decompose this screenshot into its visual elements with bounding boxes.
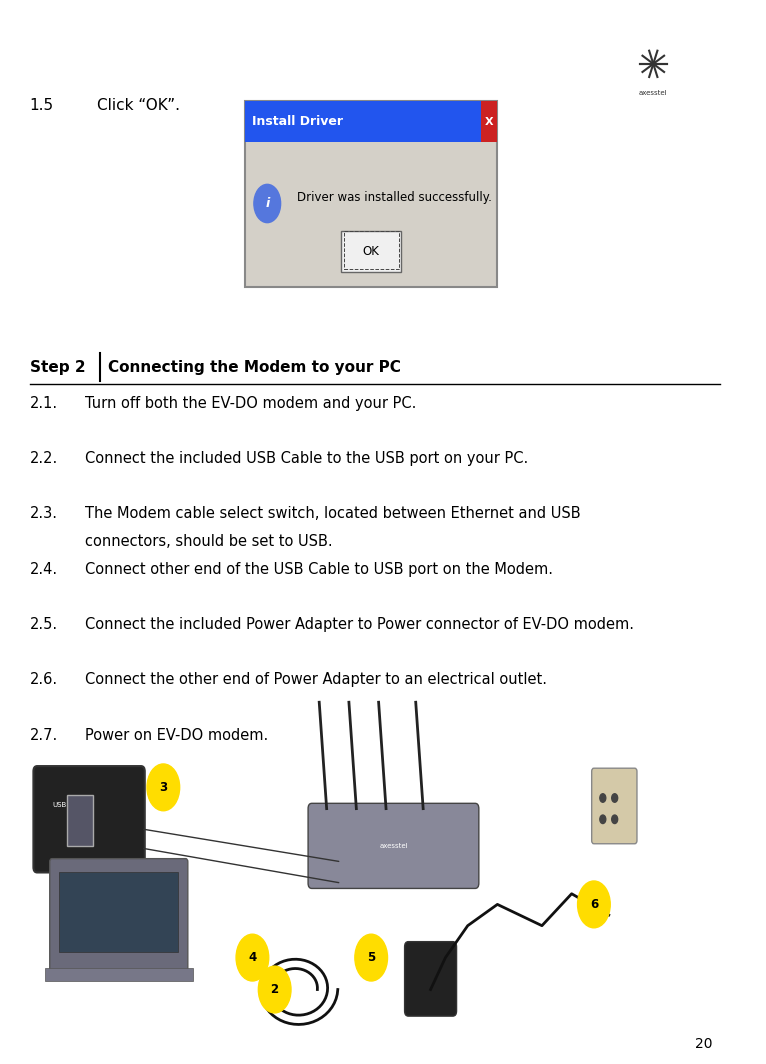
Text: 2: 2 [270,983,279,996]
Text: 3: 3 [159,781,168,794]
FancyBboxPatch shape [404,942,457,1016]
Text: Connect other end of the USB Cable to USB port on the Modem.: Connect other end of the USB Cable to US… [85,562,553,577]
FancyBboxPatch shape [34,766,145,872]
Text: Turn off both the EV-DO modem and your PC.: Turn off both the EV-DO modem and your P… [85,396,417,411]
FancyBboxPatch shape [60,872,178,952]
Text: The Modem cable select switch, located between Ethernet and USB: The Modem cable select switch, located b… [85,506,581,521]
Text: Driver was installed successfully.: Driver was installed successfully. [297,192,492,204]
Circle shape [600,815,606,824]
Circle shape [254,184,280,222]
Text: connectors, should be set to USB.: connectors, should be set to USB. [85,534,333,549]
Circle shape [600,794,606,802]
Text: 5: 5 [367,951,375,964]
FancyBboxPatch shape [50,859,188,971]
FancyBboxPatch shape [245,101,497,287]
Text: 2.3.: 2.3. [30,506,57,521]
Text: 20: 20 [696,1037,712,1051]
Circle shape [236,934,269,981]
Text: axesstel: axesstel [379,843,408,849]
Text: 2.7.: 2.7. [30,728,58,743]
Text: axesstel: axesstel [639,90,668,97]
Circle shape [612,794,617,802]
Text: Step 2: Step 2 [30,360,85,375]
FancyBboxPatch shape [245,101,497,143]
Text: Power on EV-DO modem.: Power on EV-DO modem. [85,728,269,743]
Circle shape [147,764,180,811]
Text: Connect the other end of Power Adapter to an electrical outlet.: Connect the other end of Power Adapter t… [85,672,548,687]
Text: Connect the included USB Cable to the USB port on your PC.: Connect the included USB Cable to the US… [85,451,529,466]
Text: 1.5: 1.5 [30,98,54,113]
Text: 2.5.: 2.5. [30,617,57,632]
Circle shape [258,966,291,1013]
Text: Connecting the Modem to your PC: Connecting the Modem to your PC [108,360,401,375]
Text: 4: 4 [248,951,257,964]
Text: USB: USB [52,802,66,808]
Text: Install Driver: Install Driver [253,115,343,128]
FancyBboxPatch shape [44,968,193,981]
Text: Click “OK”.: Click “OK”. [97,98,179,113]
Text: 2.4.: 2.4. [30,562,57,577]
Text: 2.1.: 2.1. [30,396,57,411]
FancyBboxPatch shape [591,768,637,844]
Circle shape [578,881,611,928]
Circle shape [355,934,388,981]
FancyBboxPatch shape [342,232,401,272]
Text: 2.6.: 2.6. [30,672,57,687]
FancyBboxPatch shape [481,101,497,143]
Circle shape [612,815,617,824]
FancyBboxPatch shape [67,795,93,846]
FancyBboxPatch shape [308,803,479,888]
Text: 6: 6 [590,898,598,911]
Text: Connect the included Power Adapter to Power connector of EV-DO modem.: Connect the included Power Adapter to Po… [85,617,634,632]
Text: X: X [485,117,493,127]
Text: i: i [265,197,270,210]
Text: OK: OK [363,246,380,259]
Text: 2.2.: 2.2. [30,451,58,466]
